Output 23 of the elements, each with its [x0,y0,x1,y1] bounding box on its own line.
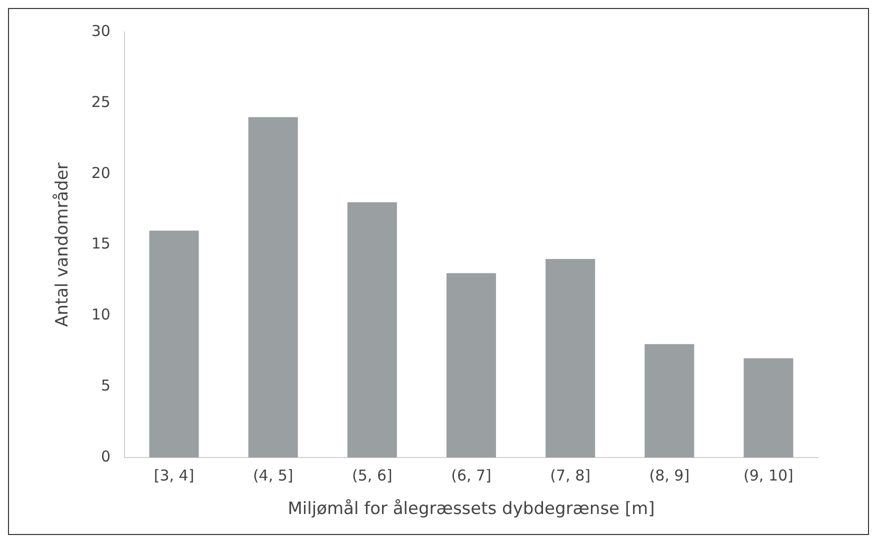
x-tick-label: [3, 4] [154,466,194,484]
x-tick-label: (6, 7] [451,466,492,484]
y-tick-label: 10 [91,306,110,324]
x-tick-label: (7, 8] [550,466,590,484]
bar [546,258,596,458]
y-tick-label: 5 [100,376,110,395]
bar [446,273,496,458]
y-axis-title: Antal vandområder [52,162,73,327]
y-tick-label: 20 [91,164,110,182]
bar [744,358,794,458]
x-tick-label: (8, 9] [649,466,690,484]
x-axis-title: Miljømål for ålegræssets dybdegrænse [m] [288,499,655,520]
bar [149,230,199,458]
bar [248,117,298,458]
x-tick-label: (9, 10] [744,466,794,484]
y-tick-label: 25 [91,92,110,111]
x-tick-label: (4, 5] [252,466,294,484]
y-tick-label: 0 [100,447,110,466]
bar [644,344,694,458]
x-tick-label: (5, 6] [352,466,392,484]
bar [347,202,397,458]
y-tick-label: 30 [91,22,110,40]
y-tick-label: 15 [91,234,110,253]
